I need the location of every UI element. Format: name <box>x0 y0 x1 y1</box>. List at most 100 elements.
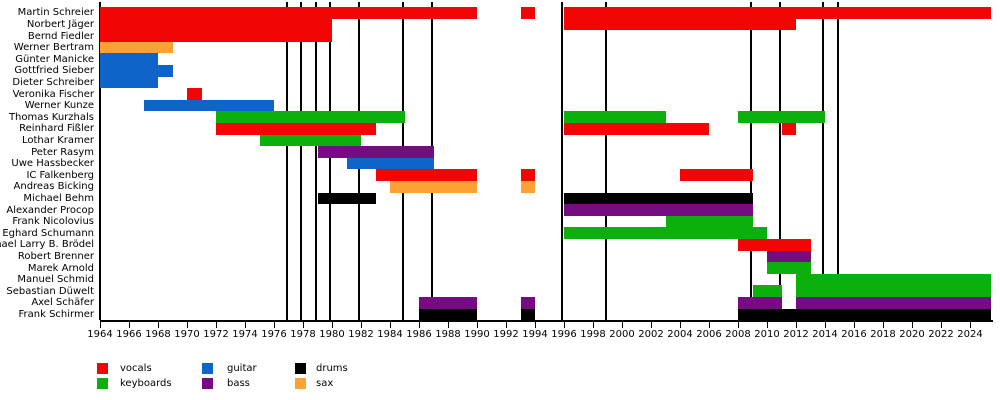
timeline-bar <box>680 169 753 181</box>
member-name-label: Manuel Schmid <box>17 274 94 286</box>
member-name-label: Alexander Procop <box>6 204 94 216</box>
axis-tick <box>128 321 130 328</box>
axis-tick-label: 2002 <box>638 329 664 341</box>
axis-tick <box>882 321 884 328</box>
album-release-line <box>300 2 302 321</box>
axis-tick-label: 1974 <box>232 329 258 341</box>
axis-tick-label: 2010 <box>754 329 780 341</box>
timeline-bar <box>796 273 991 286</box>
axis-tick-label: 1994 <box>522 329 548 341</box>
member-name-label: Werner Kunze <box>24 100 94 112</box>
timeline-bar <box>564 227 767 239</box>
timeline-bar <box>317 192 376 205</box>
member-name-label: Lothar Kramer <box>22 134 94 146</box>
timeline-bar <box>520 308 535 321</box>
member-name-label: Gottfried Sieber <box>14 65 94 77</box>
axis-tick <box>157 321 159 328</box>
member-name-label: Dieter Schreiber <box>12 76 94 88</box>
timeline-bar <box>100 76 158 89</box>
timeline-bar <box>564 18 796 31</box>
timeline-bar <box>375 169 477 181</box>
member-name-label: Michael Larry B. Brödel <box>0 239 94 251</box>
timeline-bar <box>796 285 991 297</box>
axis-tick <box>766 321 768 328</box>
member-name-label: Martin Schreier <box>17 7 94 19</box>
timeline-bar <box>317 146 434 158</box>
y-axis-line <box>99 2 101 321</box>
timeline-bar <box>187 88 202 100</box>
album-release-line <box>778 2 781 321</box>
member-name-label: Eghard Schumann <box>2 227 94 239</box>
axis-tick <box>969 321 971 328</box>
legend-swatch-drums <box>295 363 306 374</box>
axis-tick-label: 2000 <box>609 329 635 341</box>
axis-tick-label: 2012 <box>783 329 809 341</box>
axis-tick-label: 1978 <box>290 329 316 341</box>
timeline-bar <box>520 297 535 309</box>
axis-tick-label: 1968 <box>145 329 171 341</box>
album-release-line <box>604 2 607 321</box>
album-release-line <box>836 2 839 321</box>
timeline-bar <box>100 65 173 77</box>
axis-tick-label: 1972 <box>203 329 229 341</box>
timeline-bar <box>781 123 796 135</box>
member-name-label: Axel Schäfer <box>31 297 94 309</box>
axis-tick <box>621 321 623 328</box>
axis-tick-label: 1966 <box>116 329 142 341</box>
timeline-bar <box>752 285 782 297</box>
axis-tick <box>244 321 246 328</box>
axis-tick <box>447 321 449 328</box>
axis-tick <box>215 321 217 328</box>
member-name-label: Reinhard Fißler <box>19 123 94 135</box>
legend-label-vocals: vocals <box>120 363 152 374</box>
member-name-label: Uwe Hassbecker <box>11 158 94 170</box>
member-name-label: Peter Rasym <box>31 146 94 158</box>
timeline-bar <box>665 215 753 228</box>
axis-tick <box>389 321 391 328</box>
legend-label-drums: drums <box>316 363 348 374</box>
axis-tick-label: 1998 <box>580 329 606 341</box>
axis-tick <box>563 321 565 328</box>
timeline-bar <box>216 111 405 123</box>
axis-tick-label: 1990 <box>464 329 490 341</box>
album-release-line <box>561 2 563 321</box>
axis-tick-label: 1986 <box>406 329 432 341</box>
legend-swatch-guitar <box>202 363 213 374</box>
timeline-bar <box>738 239 811 251</box>
axis-tick <box>505 321 507 328</box>
timeline-bar <box>259 134 361 147</box>
axis-tick <box>911 321 913 328</box>
timeline-bar <box>564 7 991 19</box>
member-name-label: Veronika Fischer <box>12 88 94 100</box>
axis-tick-label: 1964 <box>87 329 113 341</box>
legend-swatch-vocals <box>97 363 108 374</box>
album-release-line <box>329 2 331 321</box>
timeline-bar <box>564 192 753 205</box>
axis-tick-label: 1970 <box>174 329 200 341</box>
timeline-bar <box>520 169 535 181</box>
timeline-bar <box>100 18 332 31</box>
axis-tick-label: 2018 <box>870 329 896 341</box>
timeline-bar <box>419 297 477 309</box>
axis-tick <box>99 321 101 328</box>
timeline-bar <box>767 250 811 263</box>
axis-tick <box>708 321 710 328</box>
axis-tick <box>592 321 594 328</box>
axis-tick <box>853 321 855 328</box>
timeline-bar <box>100 41 173 54</box>
timeline-bar <box>564 204 753 216</box>
x-axis-line <box>100 320 993 322</box>
member-name-label: Norbert Jäger <box>26 18 94 30</box>
member-name-label: Marek Arnold <box>27 262 94 274</box>
timeline-bar <box>738 297 782 309</box>
timeline-bar <box>767 262 811 274</box>
member-name-label: Andreas Bicking <box>13 181 94 193</box>
member-name-label: Frank Nicolovius <box>12 216 94 228</box>
axis-tick-label: 2020 <box>899 329 925 341</box>
timeline-bar <box>216 123 376 135</box>
timeline-bar <box>346 157 434 170</box>
legend-label-keyboards: keyboards <box>120 378 172 389</box>
album-release-line <box>314 2 317 321</box>
